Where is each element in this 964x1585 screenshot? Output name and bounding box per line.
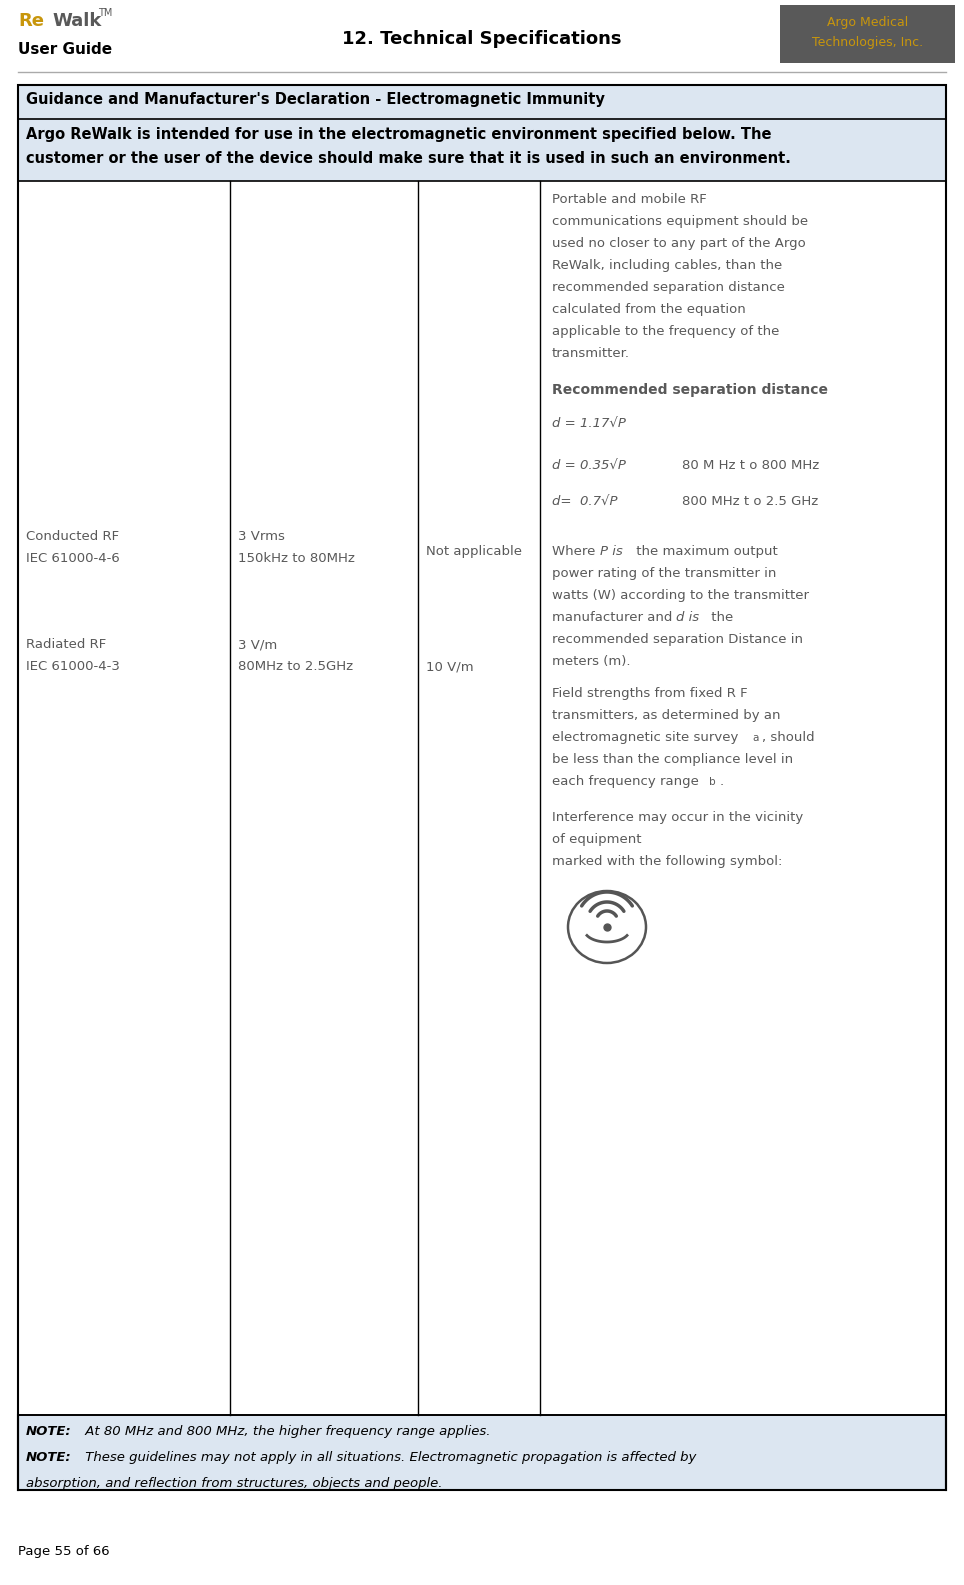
Text: 10 V/m: 10 V/m: [426, 659, 473, 674]
Text: watts (W) according to the transmitter: watts (W) according to the transmitter: [552, 590, 809, 602]
Text: communications equipment should be: communications equipment should be: [552, 216, 808, 228]
Text: TM: TM: [98, 8, 113, 17]
Text: 800 MHz t o 2.5 GHz: 800 MHz t o 2.5 GHz: [682, 495, 818, 509]
Text: At 80 MHz and 800 MHz, the higher frequency range applies.: At 80 MHz and 800 MHz, the higher freque…: [81, 1425, 491, 1438]
Text: recommended separation distance: recommended separation distance: [552, 281, 785, 293]
Text: d = 0.35√P: d = 0.35√P: [552, 460, 626, 472]
Text: User Guide: User Guide: [18, 41, 112, 57]
Text: These guidelines may not apply in all situations. Electromagnetic propagation is: These guidelines may not apply in all si…: [81, 1450, 696, 1465]
Text: Argo Medical: Argo Medical: [827, 16, 909, 29]
Text: 80 M Hz t o 800 MHz: 80 M Hz t o 800 MHz: [682, 460, 819, 472]
Text: Technologies, Inc.: Technologies, Inc.: [813, 36, 924, 49]
Text: Re: Re: [18, 13, 44, 30]
Text: d is: d is: [676, 610, 699, 624]
Text: d=  0.7√P: d= 0.7√P: [552, 495, 618, 509]
Text: 12. Technical Specifications: 12. Technical Specifications: [342, 30, 622, 48]
Bar: [18, 86, 946, 1490]
Text: 3 V/m: 3 V/m: [238, 639, 278, 651]
Text: electromagnetic site survey: electromagnetic site survey: [552, 731, 738, 743]
Text: used no closer to any part of the Argo: used no closer to any part of the Argo: [552, 238, 806, 250]
Text: customer or the user of the device should make sure that it is used in such an e: customer or the user of the device shoul…: [26, 151, 790, 166]
Text: each frequency range: each frequency range: [552, 775, 699, 788]
Text: 3 Vrms: 3 Vrms: [238, 529, 285, 544]
Text: meters (m).: meters (m).: [552, 655, 630, 667]
Text: absorption, and reflection from structures, objects and people.: absorption, and reflection from structur…: [26, 1477, 442, 1490]
Text: of equipment: of equipment: [552, 834, 641, 846]
Bar: [18, 1415, 946, 1490]
Text: Radiated RF: Radiated RF: [26, 639, 106, 651]
Bar: [18, 119, 946, 181]
Text: P is: P is: [600, 545, 623, 558]
Text: transmitter.: transmitter.: [552, 347, 630, 360]
Text: be less than the compliance level in: be less than the compliance level in: [552, 753, 793, 766]
Text: NOTE:: NOTE:: [26, 1425, 71, 1438]
Text: the maximum output: the maximum output: [632, 545, 778, 558]
Text: IEC 61000-4-6: IEC 61000-4-6: [26, 552, 120, 564]
Text: Not applicable: Not applicable: [426, 545, 522, 558]
Text: Conducted RF: Conducted RF: [26, 529, 120, 544]
Text: applicable to the frequency of the: applicable to the frequency of the: [552, 325, 779, 338]
Text: manufacturer and: manufacturer and: [552, 610, 677, 624]
Text: Field strengths from fixed R F: Field strengths from fixed R F: [552, 686, 748, 701]
Text: 80MHz to 2.5GHz: 80MHz to 2.5GHz: [238, 659, 353, 674]
Text: Interference may occur in the vicinity: Interference may occur in the vicinity: [552, 812, 803, 824]
Text: Page 55 of 66: Page 55 of 66: [18, 1545, 110, 1558]
Text: the: the: [707, 610, 734, 624]
Text: Argo ReWalk is intended for use in the electromagnetic environment specified bel: Argo ReWalk is intended for use in the e…: [26, 127, 771, 143]
Text: transmitters, as determined by an: transmitters, as determined by an: [552, 708, 781, 723]
Text: .: .: [720, 775, 724, 788]
Text: IEC 61000-4-3: IEC 61000-4-3: [26, 659, 120, 674]
Text: ReWalk, including cables, than the: ReWalk, including cables, than the: [552, 258, 782, 273]
Bar: [18, 86, 946, 119]
Text: 150kHz to 80MHz: 150kHz to 80MHz: [238, 552, 355, 564]
Text: Recommended separation distance: Recommended separation distance: [552, 384, 828, 396]
Bar: [18, 181, 946, 1415]
Text: a: a: [752, 732, 759, 743]
Text: power rating of the transmitter in: power rating of the transmitter in: [552, 567, 776, 580]
Bar: [780, 5, 955, 63]
Text: marked with the following symbol:: marked with the following symbol:: [552, 854, 783, 869]
Text: , should: , should: [762, 731, 815, 743]
Text: d = 1.17√P: d = 1.17√P: [552, 417, 626, 430]
Text: Where: Where: [552, 545, 600, 558]
Text: NOTE:: NOTE:: [26, 1450, 71, 1465]
Text: calculated from the equation: calculated from the equation: [552, 303, 746, 315]
Text: Walk: Walk: [52, 13, 101, 30]
Text: b: b: [709, 777, 715, 788]
Text: Portable and mobile RF: Portable and mobile RF: [552, 193, 707, 206]
Text: Guidance and Manufacturer's Declaration - Electromagnetic Immunity: Guidance and Manufacturer's Declaration …: [26, 92, 604, 108]
Text: recommended separation Distance in: recommended separation Distance in: [552, 632, 803, 647]
